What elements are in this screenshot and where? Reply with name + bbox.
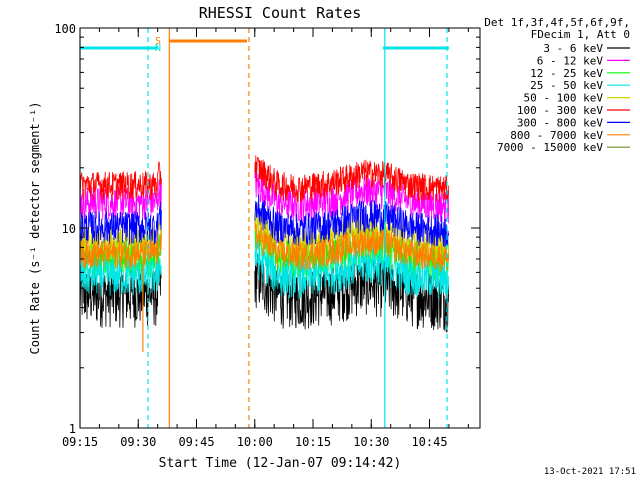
legend-label-300-800-kev: 300 - 800 keV: [517, 116, 603, 129]
series-6-12-kev-segment-1: [79, 178, 162, 221]
legend-label-3-6-kev: 3 - 6 keV: [543, 42, 603, 55]
legend-label-800-7000-kev: 800 - 7000 keV: [510, 129, 603, 142]
legend-label-25-50-kev: 25 - 50 keV: [530, 79, 603, 92]
x-tick-label-2: 09:30: [120, 435, 156, 449]
legend-label-7000-15000-kev: 7000 - 15000 keV: [497, 141, 603, 154]
flag-letter-n: N: [155, 43, 161, 54]
footer-date: 13-Oct-2021 17:51: [544, 467, 636, 477]
axes-layer: 09:15 09:30 09:45 10:00 10:15 10:30 10:45 1 10 10…: [54, 22, 480, 449]
markers-layer: NS: [79, 28, 449, 428]
y-tick-label-3: 100: [54, 22, 76, 36]
data-layer: [79, 155, 450, 333]
series-800-7000-kev-segment-2: [254, 221, 450, 273]
legend-header-line-1: Det 1f,3f,4f,5f,6f,9f,: [484, 16, 630, 29]
y-axis-label: Count Rate (s⁻¹ detector segment⁻¹): [28, 102, 42, 355]
series-100-300-kev-segment-2: [254, 155, 450, 203]
legend-label-100-300-kev: 100 - 300 keV: [517, 104, 603, 117]
chart-title: RHESSI Count Rates: [199, 4, 362, 22]
x-axis-label: Start Time (12-Jan-07 09:14:42): [159, 456, 402, 471]
y-tick-label-2: 10: [62, 222, 76, 236]
legend: Det 1f,3f,4f,5f,6f,9f, FDecim 1, Att 0 3…: [484, 16, 630, 154]
legend-header-line-2: FDecim 1, Att 0: [531, 28, 630, 41]
x-tick-label-5: 10:15: [295, 435, 331, 449]
series-300-800-kev-segment-2: [254, 194, 450, 248]
y-tick-label-1: 1: [69, 422, 76, 436]
legend-label-6-12-kev: 6 - 12 keV: [537, 54, 604, 67]
series-25-50-kev-segment-2: [254, 241, 450, 300]
x-tick-label-6: 10:30: [353, 435, 389, 449]
legend-label-12-25-kev: 12 - 25 keV: [530, 67, 603, 80]
legend-label-50-100-kev: 50 - 100 keV: [524, 92, 604, 105]
series-3-6-kev-segment-1: [79, 259, 162, 328]
x-tick-label-7: 10:45: [411, 435, 447, 449]
x-tick-label-1: 09:15: [62, 435, 98, 449]
x-tick-label-3: 09:45: [178, 435, 214, 449]
flag-letter-s: S: [155, 36, 161, 47]
x-tick-label-4: 10:00: [237, 435, 273, 449]
